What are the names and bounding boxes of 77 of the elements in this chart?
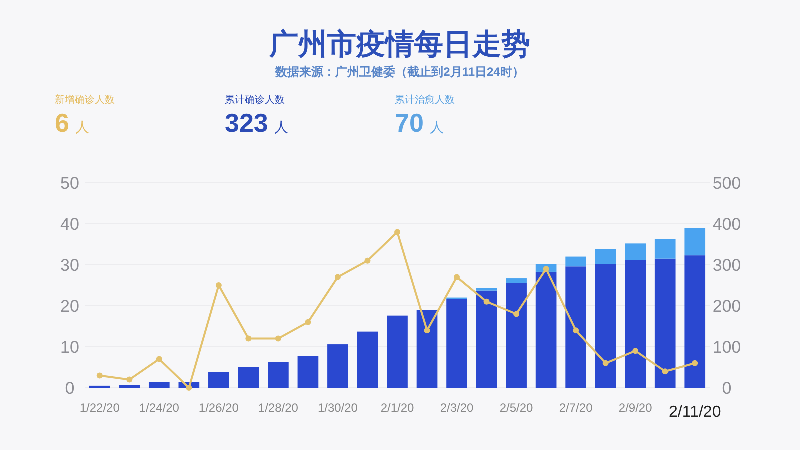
x-tick-label: 1/26/20 [198, 401, 240, 415]
text: 累计确诊人数 [225, 94, 285, 106]
bar [148, 382, 170, 388]
text: 数据来源：广州卫健委（截止到2月11日24时） [274, 65, 524, 79]
point [246, 336, 252, 342]
point [632, 348, 639, 354]
bar [357, 332, 378, 388]
x-tick-label: 2/3/20 [440, 401, 474, 415]
bar [536, 272, 557, 388]
x-tick-label: 2/5/20 [500, 401, 534, 415]
y-tick-label: 10 [60, 338, 80, 357]
point [186, 385, 192, 391]
bar [238, 368, 260, 388]
bar [387, 316, 408, 388]
point [454, 274, 460, 280]
text: 70 人 [395, 108, 444, 138]
bar [654, 239, 676, 259]
text: 323 人 [225, 108, 288, 138]
bar [416, 310, 438, 388]
bar [506, 283, 527, 388]
x-tick-label: 1/22/20 [80, 401, 120, 415]
point [275, 336, 282, 342]
x-tick-label: 2/11/20 [669, 404, 722, 421]
bar [476, 290, 498, 388]
bar [328, 344, 348, 388]
y-tick-label: 0 [65, 379, 75, 398]
text: 6 人 [55, 108, 90, 138]
y-tick-label: 20 [60, 297, 80, 316]
text: 累计治愈人数 [395, 94, 455, 106]
bar [566, 256, 586, 267]
bar [684, 256, 706, 388]
bar [684, 228, 706, 256]
text: 广州市疫情每日走势 [268, 28, 530, 61]
y-tick-label: 30 [60, 256, 80, 275]
point [364, 258, 371, 264]
point [662, 368, 668, 375]
bar [208, 372, 230, 388]
point [126, 376, 133, 383]
point [692, 360, 698, 366]
bar [625, 244, 646, 260]
bar [446, 299, 468, 388]
bar [566, 266, 586, 388]
bar [595, 264, 616, 388]
point [394, 229, 400, 236]
point [334, 274, 341, 280]
bar [595, 249, 616, 264]
point [305, 319, 312, 326]
bar [625, 260, 646, 388]
y2-tick-label: 0 [722, 379, 732, 398]
point [216, 282, 222, 288]
x-tick-label: 1/24/20 [139, 401, 180, 415]
x-tick-label: 2/1/20 [380, 401, 414, 415]
y2-tick-label: 500 [712, 174, 742, 193]
bar [298, 356, 319, 388]
bar [506, 278, 527, 284]
point [573, 328, 580, 334]
y-tick-label: 40 [60, 215, 80, 234]
text: 新增确诊人数 [55, 94, 115, 106]
y2-tick-label: 200 [712, 297, 742, 316]
point [96, 372, 103, 379]
x-tick-label: 2/7/20 [559, 401, 594, 415]
bar [268, 362, 289, 388]
x-tick-label: 1/30/20 [318, 401, 358, 415]
y2-tick-label: 300 [712, 256, 742, 275]
x-tick-label: 1/28/20 [258, 401, 299, 415]
bar [476, 288, 498, 291]
bar [119, 385, 140, 388]
y2-tick-label: 400 [712, 215, 742, 234]
point [602, 360, 609, 366]
bar [654, 258, 676, 388]
y-tick-label: 50 [60, 174, 80, 193]
point [484, 298, 490, 305]
y2-tick-label: 100 [712, 338, 742, 357]
point [514, 311, 520, 318]
x-tick-label: 2/9/20 [618, 401, 653, 415]
point [156, 356, 162, 362]
point [424, 328, 430, 334]
